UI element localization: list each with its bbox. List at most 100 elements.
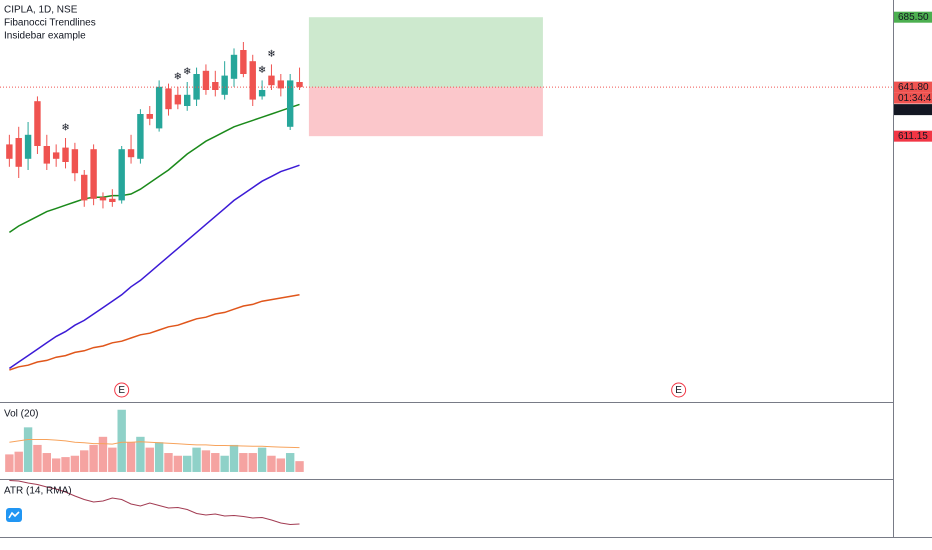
price-label: 611.15 (898, 131, 928, 142)
volume-bar (51, 458, 61, 472)
candle-body (202, 70, 210, 90)
moving-average (8, 103, 300, 234)
volume-bar (154, 442, 164, 472)
candle-body (118, 149, 125, 201)
insidebar-marker: ❄ (174, 71, 182, 82)
price-label-box (894, 130, 932, 142)
volume-bar (248, 453, 257, 472)
volume-bar (164, 453, 173, 472)
candle-body (240, 50, 247, 74)
candle-body (81, 174, 88, 201)
candle-body (155, 86, 163, 129)
insidebar-marker: ❄ (183, 67, 191, 78)
volume-bar (98, 436, 108, 472)
candle-body (268, 75, 275, 86)
volume-bar (201, 450, 211, 472)
volume-bar (145, 447, 154, 472)
volume-bar (14, 451, 23, 472)
countdown-box (894, 92, 932, 104)
indicator-legend[interactable]: Fibanocci Trendlines (4, 17, 96, 28)
countdown: 01:34:41 (898, 93, 932, 104)
candle-body (258, 90, 266, 97)
atr-line (9, 480, 300, 526)
volume-bar (211, 453, 220, 472)
candle-body (24, 134, 32, 159)
candle-body (249, 61, 256, 100)
volume-bar (61, 457, 70, 472)
candle-body (221, 75, 228, 95)
volume-bar (5, 454, 14, 472)
volume-bar (42, 453, 52, 472)
candle-body (90, 149, 97, 199)
volume-bar (23, 427, 33, 472)
volume-bar (33, 444, 42, 472)
volume-bar (220, 455, 229, 472)
candle-body (165, 88, 172, 110)
candle-body (137, 114, 144, 159)
volume-bar (192, 447, 201, 472)
candle-body (15, 138, 22, 167)
symbol-title[interactable]: CIPLA, 1D, NSE (4, 4, 78, 15)
candle-body (127, 149, 135, 158)
candle-body (62, 147, 69, 162)
price-label: 640.90 (898, 104, 929, 115)
moving-average (9, 294, 300, 371)
earnings-marker (114, 382, 130, 398)
volume-legend[interactable]: Vol (20) (4, 408, 38, 419)
volume-bar (126, 442, 136, 472)
indicator-legend[interactable]: Insidebar example (4, 30, 86, 41)
candle-body (230, 54, 238, 79)
price-label-box (894, 81, 932, 93)
moving-average (8, 164, 300, 370)
candle-body (99, 197, 107, 201)
candle-body (193, 74, 200, 100)
stop-zone (308, 87, 543, 137)
insidebar-marker: ❄ (61, 123, 69, 134)
insidebar-marker: ❄ (267, 49, 275, 60)
candle-body (174, 94, 182, 105)
volume-bar (80, 450, 89, 472)
candle-body (34, 101, 41, 146)
insidebar-marker: ❄ (258, 65, 266, 76)
volume-bar (70, 455, 80, 472)
price-label-box (894, 11, 932, 23)
candle-body (71, 149, 79, 174)
candle-body (277, 80, 285, 89)
plot: ❄❄ ❄ ❄❄E E (0, 17, 893, 526)
candle-body (6, 144, 13, 159)
volume-bar (89, 444, 98, 472)
volume-bar (276, 458, 286, 472)
candle-body (212, 82, 219, 90)
atr-legend[interactable]: ATR (14, RMA) (4, 485, 72, 496)
target-zone (308, 17, 543, 88)
volume-bar (108, 447, 117, 472)
volume-bar (295, 461, 304, 472)
volume-bar (136, 436, 145, 472)
candle-body (52, 152, 60, 159)
volume-bar (285, 453, 295, 472)
volume-bar (117, 409, 126, 472)
earnings-label: E (118, 385, 125, 396)
candle-body (146, 114, 153, 119)
candle-body (43, 146, 51, 164)
price-label: 641.80 (898, 82, 929, 93)
volume-bar (267, 455, 276, 472)
earnings-label: E (675, 385, 682, 396)
volume-bar (257, 447, 267, 472)
volume-bar (239, 453, 248, 472)
candle-body (109, 198, 116, 202)
price-label: 685.50 (898, 12, 929, 23)
candle-body (296, 82, 303, 88)
price-label-box (894, 104, 932, 116)
logo-icon (8, 511, 20, 519)
volume-bar (229, 444, 239, 472)
volume-bar (183, 455, 192, 472)
volume-bar (173, 455, 183, 472)
earnings-marker (671, 382, 687, 398)
candle-body (286, 80, 294, 127)
logo[interactable] (6, 508, 22, 522)
candle-body (184, 94, 191, 106)
volume-ma (9, 439, 300, 449)
